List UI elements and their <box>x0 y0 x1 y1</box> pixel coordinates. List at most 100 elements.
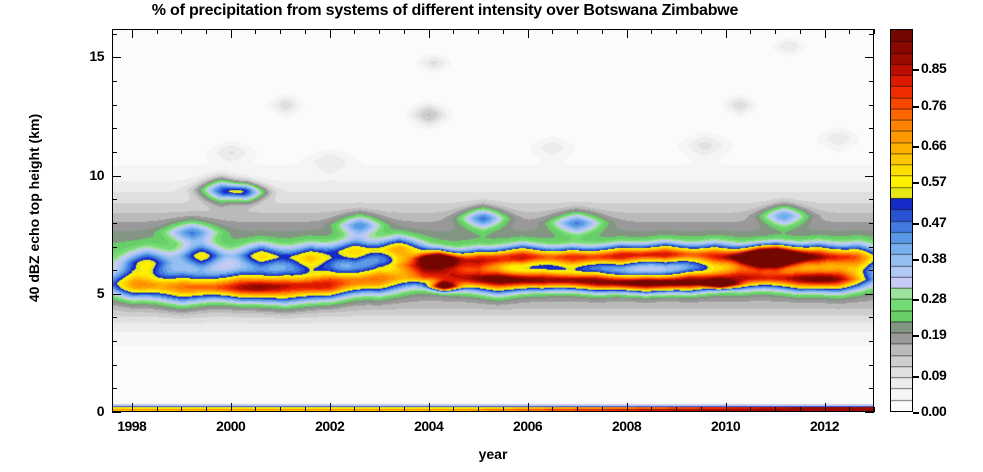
y-major-tick-right <box>865 294 874 295</box>
x-minor-tick-top <box>651 29 652 34</box>
colorbar-tick <box>913 335 919 337</box>
y-minor-tick <box>112 223 117 224</box>
colorbar <box>890 29 913 412</box>
y-major-tick <box>112 57 121 58</box>
y-axis-tick-label: 5 <box>96 284 105 301</box>
x-minor-tick-top <box>503 29 504 34</box>
y-minor-tick <box>112 341 117 342</box>
x-minor-tick-top <box>800 29 801 34</box>
x-major-tick-top <box>231 29 232 38</box>
x-major-tick-top <box>528 29 529 38</box>
x-minor-tick <box>379 407 380 412</box>
x-minor-tick <box>602 407 603 412</box>
x-major-tick <box>132 403 133 412</box>
y-minor-tick-right <box>869 128 874 129</box>
x-minor-tick <box>849 407 850 412</box>
y-minor-tick <box>112 388 117 389</box>
x-minor-tick <box>280 407 281 412</box>
chart-title: % of precipitation from systems of diffe… <box>151 2 739 19</box>
x-minor-tick <box>453 407 454 412</box>
colorbar-tick <box>913 412 919 414</box>
x-axis-tick-label: 2012 <box>809 418 840 434</box>
colorbar-tick-label: 0.66 <box>921 136 947 153</box>
x-axis-tick-label: 2004 <box>414 418 444 434</box>
y-minor-tick-right <box>869 105 874 106</box>
y-minor-tick-right <box>869 199 874 200</box>
x-minor-tick-top <box>453 29 454 34</box>
colorbar-tick <box>913 299 919 301</box>
x-minor-tick <box>206 407 207 412</box>
x-minor-tick-top <box>157 29 158 34</box>
colorbar-tick-label: 0.28 <box>921 290 947 307</box>
colorbar-tick-label: 0.85 <box>921 60 947 77</box>
x-minor-tick <box>552 407 553 412</box>
y-minor-tick <box>112 152 117 153</box>
colorbar-tick <box>913 182 919 184</box>
x-minor-tick-top <box>676 29 677 34</box>
x-major-tick <box>231 403 232 412</box>
x-minor-tick-top <box>379 29 380 34</box>
x-major-tick <box>825 403 826 412</box>
heatmap-canvas <box>113 30 873 411</box>
y-minor-tick <box>112 105 117 106</box>
x-major-tick <box>528 403 529 412</box>
y-major-tick <box>112 294 121 295</box>
x-minor-tick <box>701 407 702 412</box>
colorbar-tick <box>913 223 919 225</box>
colorbar-tick-label: 0.00 <box>921 403 947 419</box>
colorbar-tick-label: 0.38 <box>921 249 947 266</box>
x-major-tick <box>726 403 727 412</box>
x-minor-tick-top <box>577 29 578 34</box>
x-axis-title: year <box>478 446 508 462</box>
y-minor-tick <box>112 270 117 271</box>
x-major-tick-top <box>726 29 727 38</box>
x-minor-tick <box>503 407 504 412</box>
x-major-tick-top <box>627 29 628 38</box>
x-minor-tick <box>404 407 405 412</box>
y-axis-tick-label: 15 <box>89 48 104 65</box>
x-minor-tick <box>676 407 677 412</box>
y-axis-tick-label: 10 <box>89 166 104 183</box>
x-minor-tick <box>874 407 875 412</box>
x-minor-tick <box>354 407 355 412</box>
y-minor-tick-right <box>869 270 874 271</box>
x-minor-tick-top <box>404 29 405 34</box>
x-minor-tick-top <box>206 29 207 34</box>
x-axis-tick-label: 2002 <box>315 418 345 434</box>
x-minor-tick <box>775 407 776 412</box>
y-axis-tick-label: 0 <box>96 403 105 419</box>
colorbar-tick-label: 0.47 <box>921 213 947 230</box>
x-major-tick <box>330 403 331 412</box>
colorbar-tick <box>913 259 919 261</box>
x-axis-tick-label: 1998 <box>117 418 147 434</box>
x-minor-tick-top <box>280 29 281 34</box>
colorbar-tick <box>913 106 919 108</box>
x-minor-tick <box>478 407 479 412</box>
heatmap-plot-area <box>112 29 874 412</box>
y-major-tick-right <box>865 176 874 177</box>
y-minor-tick <box>112 128 117 129</box>
x-minor-tick <box>577 407 578 412</box>
x-minor-tick-top <box>478 29 479 34</box>
x-minor-tick-top <box>701 29 702 34</box>
y-major-tick-right <box>865 57 874 58</box>
x-major-tick-top <box>132 29 133 38</box>
colorbar-gradient <box>891 30 912 411</box>
x-axis-tick-label: 2008 <box>612 418 642 434</box>
x-minor-tick-top <box>874 29 875 34</box>
x-minor-tick-top <box>750 29 751 34</box>
x-major-tick-top <box>330 29 331 38</box>
y-minor-tick <box>112 247 117 248</box>
x-minor-tick <box>181 407 182 412</box>
y-minor-tick <box>112 317 117 318</box>
colorbar-tick <box>913 69 919 71</box>
y-minor-tick-right <box>869 365 874 366</box>
x-minor-tick-top <box>849 29 850 34</box>
x-major-tick-top <box>825 29 826 38</box>
y-minor-tick-right <box>869 247 874 248</box>
x-minor-tick <box>651 407 652 412</box>
x-minor-tick <box>800 407 801 412</box>
y-minor-tick-right <box>869 341 874 342</box>
y-major-tick-right <box>865 412 874 413</box>
x-minor-tick <box>255 407 256 412</box>
